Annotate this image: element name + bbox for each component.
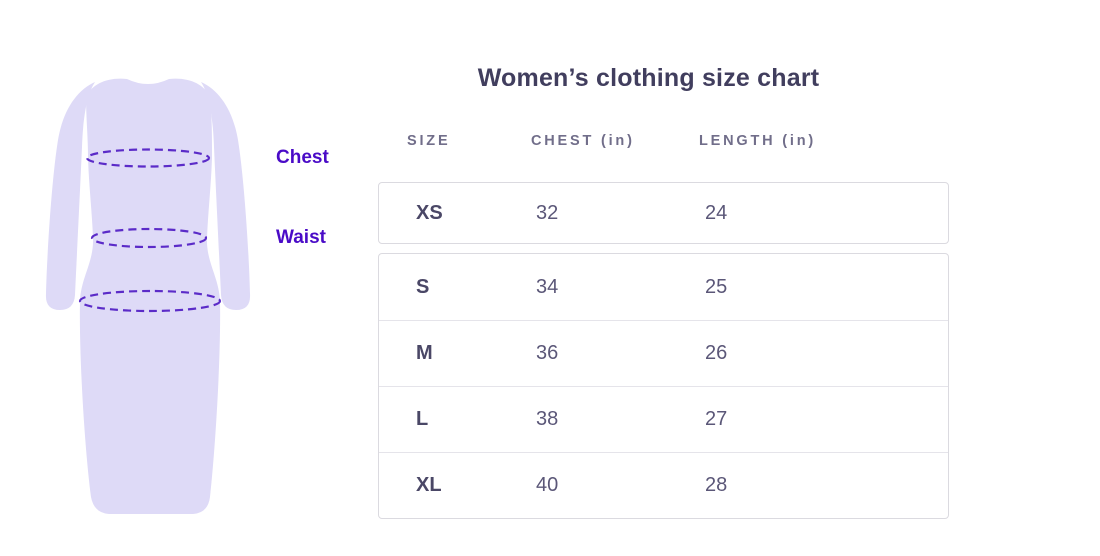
column-header-chest: CHEST (in) [531, 133, 635, 149]
table-row-group-xs: XS 32 24 [378, 182, 949, 244]
size-cell: M [416, 342, 433, 364]
dress-left-sleeve [45, 82, 95, 310]
length-cell: 24 [705, 201, 728, 224]
dress-illustration-icon [45, 78, 251, 515]
chest-label: Chest [276, 147, 329, 168]
table-header: SIZE CHEST (in) LENGTH (in) [378, 130, 949, 152]
size-cell: XS [416, 201, 443, 224]
column-header-size: SIZE [407, 133, 451, 149]
table-row-group-main: S 34 25 M 36 26 L 38 27 XL 40 28 [378, 253, 949, 519]
table-row: M 36 26 [379, 320, 948, 386]
length-cell: 26 [705, 342, 728, 364]
table-row: S 34 25 [379, 254, 948, 320]
column-header-length: LENGTH (in) [699, 133, 816, 149]
chest-cell: 32 [536, 201, 559, 224]
waist-label: Waist [276, 227, 326, 248]
length-cell: 27 [705, 408, 728, 430]
hip-measure-line [78, 289, 222, 313]
chest-measure-line [85, 148, 211, 168]
size-cell: S [416, 275, 430, 298]
length-cell: 28 [705, 474, 728, 496]
chest-cell: 38 [536, 408, 559, 430]
chest-cell: 34 [536, 275, 559, 298]
chest-cell: 36 [536, 342, 559, 364]
table-row: XS 32 24 [379, 183, 948, 243]
table-row: XL 40 28 [379, 452, 948, 518]
size-table: SIZE CHEST (in) LENGTH (in) XS 32 24 S 3… [378, 130, 949, 519]
table-row: L 38 27 [379, 386, 948, 452]
dress-right-sleeve [201, 82, 251, 310]
chest-cell: 40 [536, 474, 559, 496]
page-title: Women’s clothing size chart [477, 64, 820, 92]
waist-measure-line [90, 227, 208, 249]
dress-body [79, 78, 221, 515]
length-cell: 25 [705, 275, 728, 298]
size-cell: XL [416, 474, 442, 496]
size-cell: L [416, 408, 429, 430]
